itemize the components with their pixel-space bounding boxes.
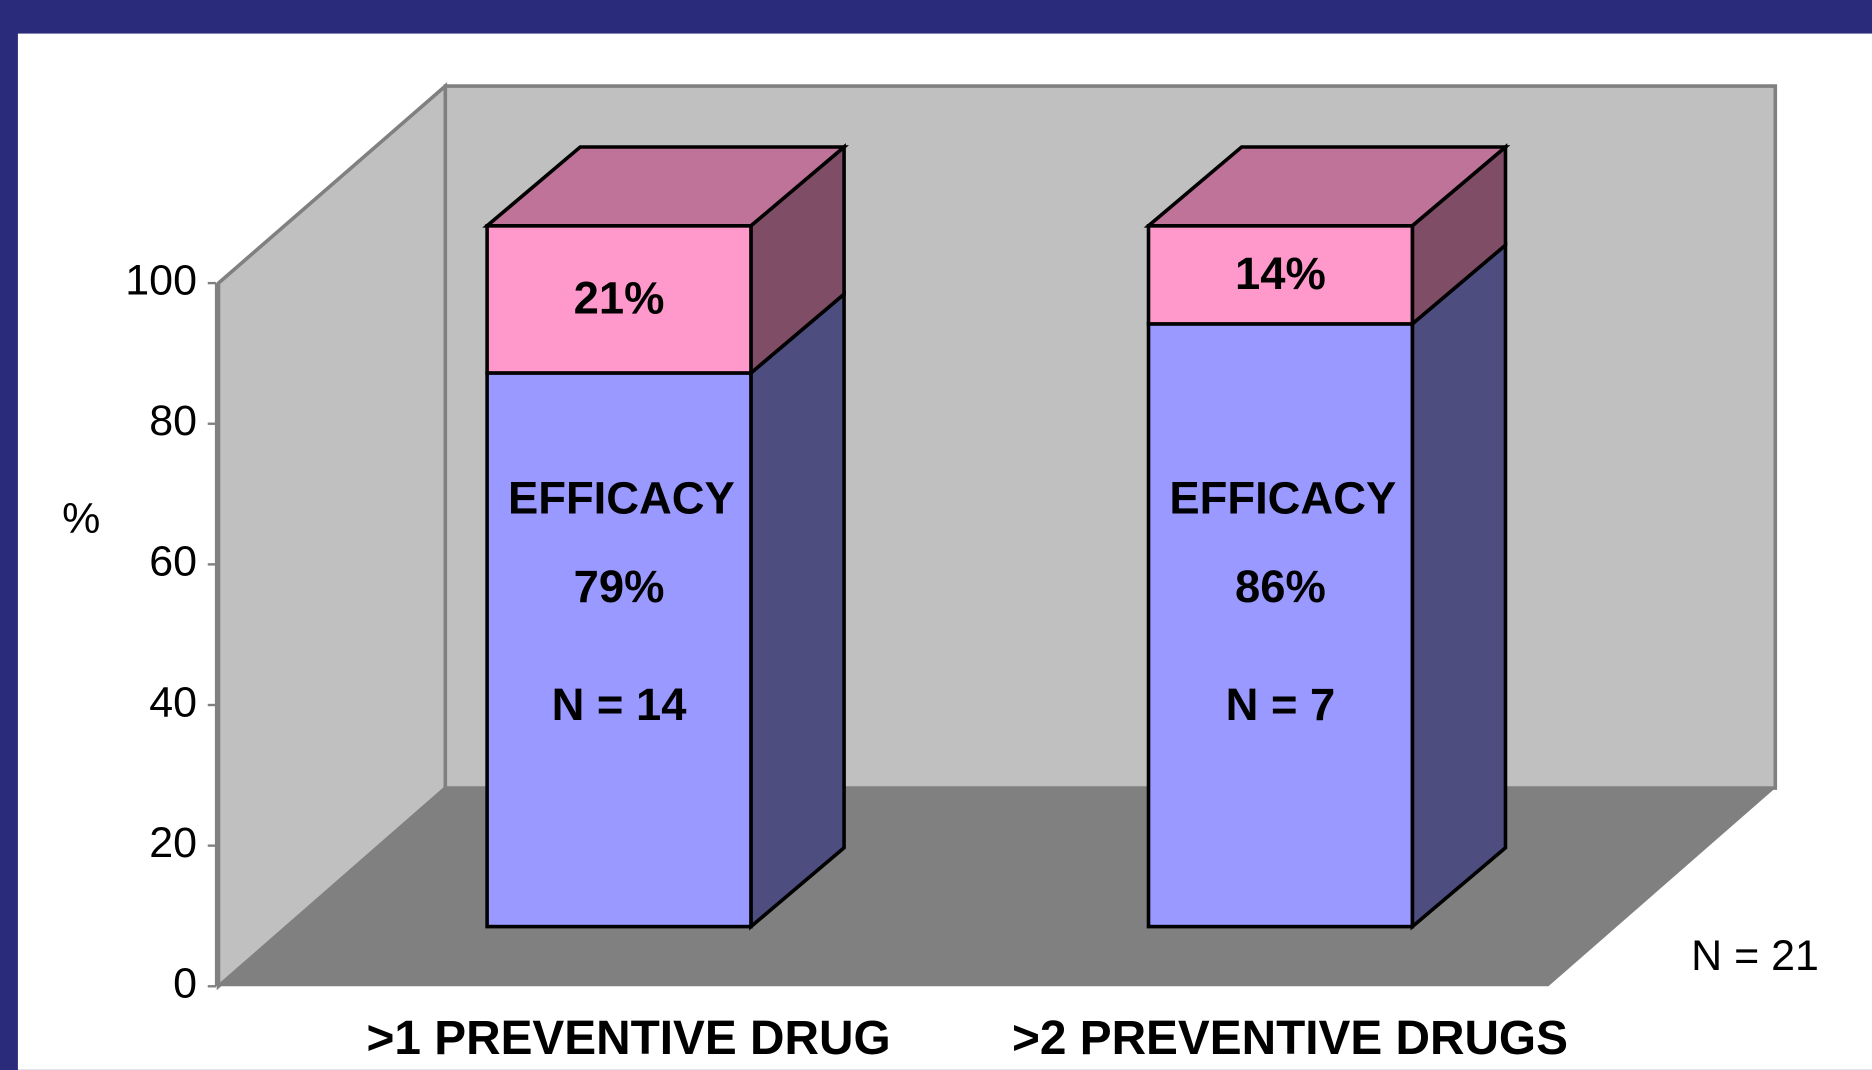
bar	[485, 223, 753, 375]
annotation: N = 21	[1691, 932, 1819, 980]
series-label: EFFICACY	[1169, 473, 1396, 524]
bar-top	[482, 145, 849, 228]
y-tick-label: 0	[173, 960, 197, 1008]
value-label: 14%	[1235, 248, 1326, 299]
value-label: 21%	[574, 273, 665, 324]
bar-annotation: N = 7	[1226, 679, 1336, 730]
bar	[1146, 223, 1415, 326]
bar-side	[1410, 241, 1508, 931]
bar-top	[1143, 145, 1511, 228]
value-label: 86%	[1235, 561, 1326, 612]
floor	[218, 788, 1776, 987]
y-tick-label: 20	[149, 819, 197, 867]
bar	[485, 371, 753, 929]
y-tick-label: 60	[149, 538, 197, 586]
x-tick-label: >1 PREVENTIVE DRUG	[367, 1012, 891, 1065]
bar	[1146, 322, 1415, 929]
value-label: 79%	[574, 561, 665, 612]
bar-annotation: N = 14	[552, 679, 687, 730]
y-tick-label: 80	[149, 397, 197, 445]
y-axis-label: %	[62, 495, 100, 543]
series-label: EFFICACY	[508, 473, 735, 524]
bar-side	[749, 290, 846, 931]
y-tick-label: 40	[149, 678, 197, 726]
y-tick-label: 100	[125, 256, 197, 304]
x-tick-label: >2 PREVENTIVE DRUGS	[1012, 1012, 1568, 1065]
